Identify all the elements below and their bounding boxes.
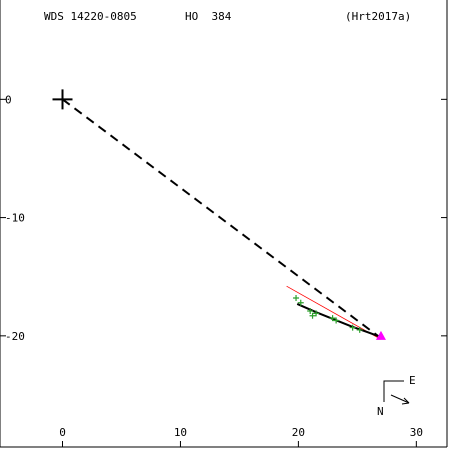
observation-point xyxy=(313,310,320,317)
x-tick-label: 30 xyxy=(410,426,423,439)
wds-designation: WDS 14220-0805 xyxy=(44,10,137,23)
y-tick-label: 0 xyxy=(5,93,12,106)
current-position-marker xyxy=(375,330,386,340)
east-label: E xyxy=(409,374,416,387)
motion-arrow-shaft xyxy=(390,394,410,404)
north-label: N xyxy=(377,405,384,418)
primary-star-marker xyxy=(52,89,73,110)
observation-point xyxy=(329,315,336,322)
x-tick-label: 0 xyxy=(59,426,66,439)
observation-point xyxy=(356,326,363,333)
observation-point xyxy=(349,324,356,331)
motion-arrow-head xyxy=(401,397,410,405)
observation-point xyxy=(297,299,304,306)
discoverer-code: HO 384 xyxy=(185,10,232,23)
x-tick-label: 10 xyxy=(174,426,187,439)
orientation-axes xyxy=(383,380,404,402)
observation-point xyxy=(333,317,340,324)
y-tick-label: -20 xyxy=(5,330,25,343)
x-tick-label: 20 xyxy=(292,426,305,439)
primary-to-companion-dashed-line xyxy=(61,98,382,340)
y-tick-label: -10 xyxy=(5,212,25,225)
reference-code: (Hrt2017a) xyxy=(345,10,411,23)
observation-point xyxy=(307,308,314,315)
observation-point xyxy=(293,295,300,301)
observation-point xyxy=(309,312,316,319)
